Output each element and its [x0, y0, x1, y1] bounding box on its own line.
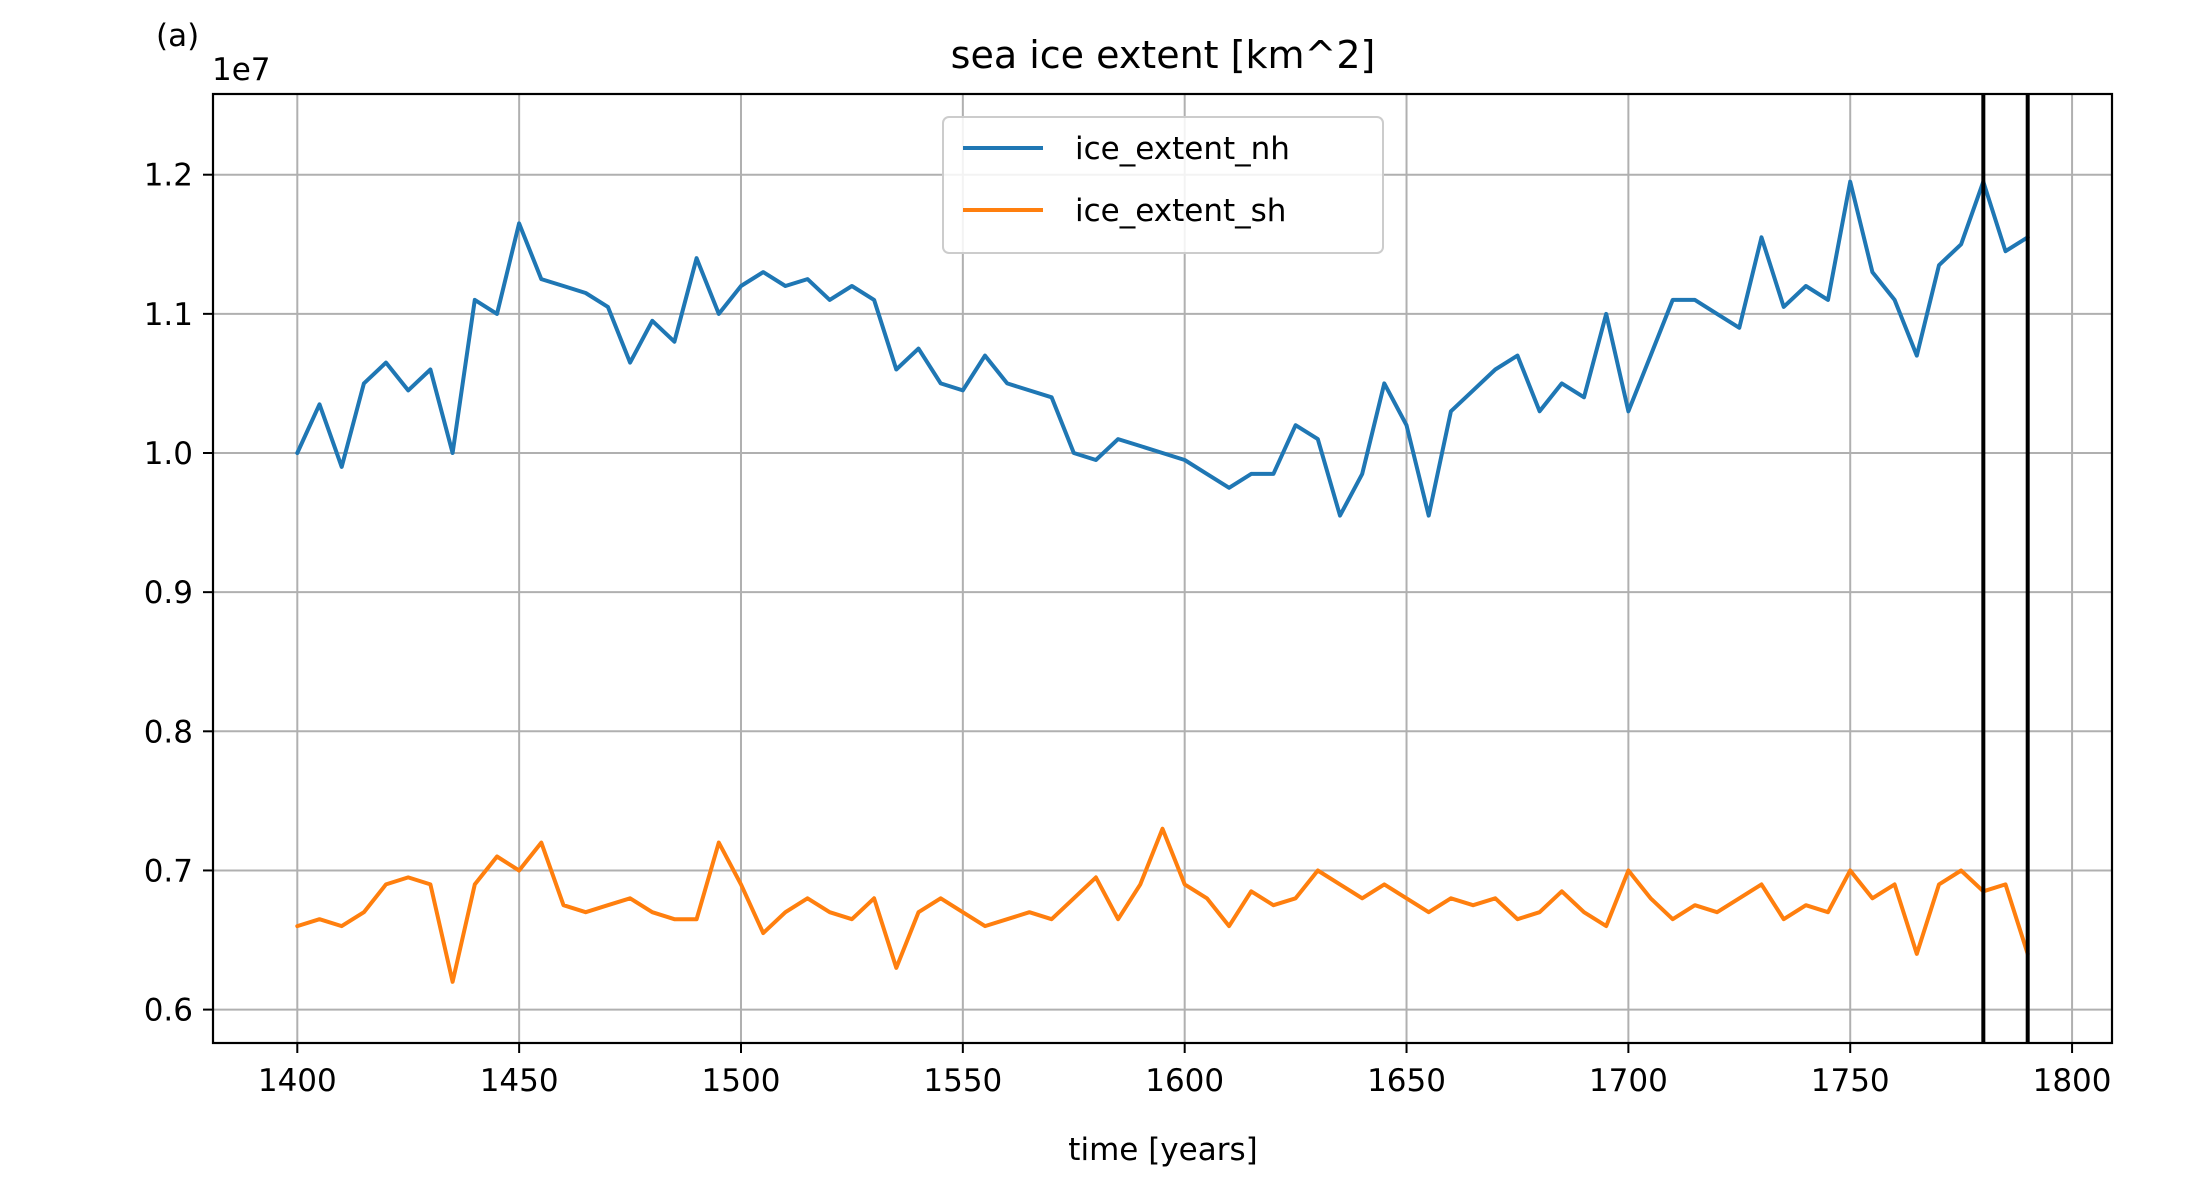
chart-title: sea ice extent [km^2] — [951, 33, 1376, 77]
series-line-ice-extent-sh — [295, 826, 2030, 984]
legend-label-ice-extent-nh: ice_extent_nh — [1075, 131, 1290, 167]
x-axis-label: time [years] — [1068, 1132, 1257, 1168]
series-line-ice-extent-nh — [295, 179, 2030, 518]
vertical-markers — [1981, 94, 2030, 1043]
series-lines — [295, 179, 2030, 984]
legend-label-ice-extent-sh: ice_extent_sh — [1075, 193, 1286, 229]
x-tick-label-1450: 1450 — [480, 1063, 559, 1099]
x-tick-label-1750: 1750 — [1811, 1063, 1890, 1099]
y-tick-label-0: 0.6 — [144, 993, 193, 1029]
axes-frame — [211, 92, 2114, 1045]
x-tick-label-1700: 1700 — [1589, 1063, 1668, 1099]
y-tick-label-1: 0.7 — [144, 853, 193, 889]
x-tick-label-1500: 1500 — [702, 1063, 781, 1099]
y-tick-label-4: 1.0 — [144, 436, 193, 472]
panel-label: (a) — [156, 18, 199, 54]
y-tick-label-6: 1.2 — [144, 158, 193, 194]
y-tick-label-2: 0.8 — [144, 714, 193, 750]
legend: ice_extent_nh ice_extent_sh — [942, 116, 1384, 254]
x-axis-ticks: 1400 1450 1500 1550 1600 1650 1700 1750 1800 — [258, 1043, 2112, 1099]
y-offset-label: 1e7 — [212, 52, 271, 88]
y-tick-label-5: 1.1 — [144, 297, 193, 333]
y-axis-ticks: 0.6 0.7 0.8 0.9 1.0 1.1 1.2 — [144, 158, 213, 1029]
x-tick-label-1600: 1600 — [1145, 1063, 1224, 1099]
legend-box — [942, 116, 1384, 254]
y-tick-label-3: 0.9 — [144, 575, 193, 611]
x-tick-label-1400: 1400 — [258, 1063, 337, 1099]
x-tick-label-1800: 1800 — [2033, 1063, 2112, 1099]
x-tick-label-1650: 1650 — [1367, 1063, 1446, 1099]
x-tick-label-1550: 1550 — [923, 1063, 1002, 1099]
